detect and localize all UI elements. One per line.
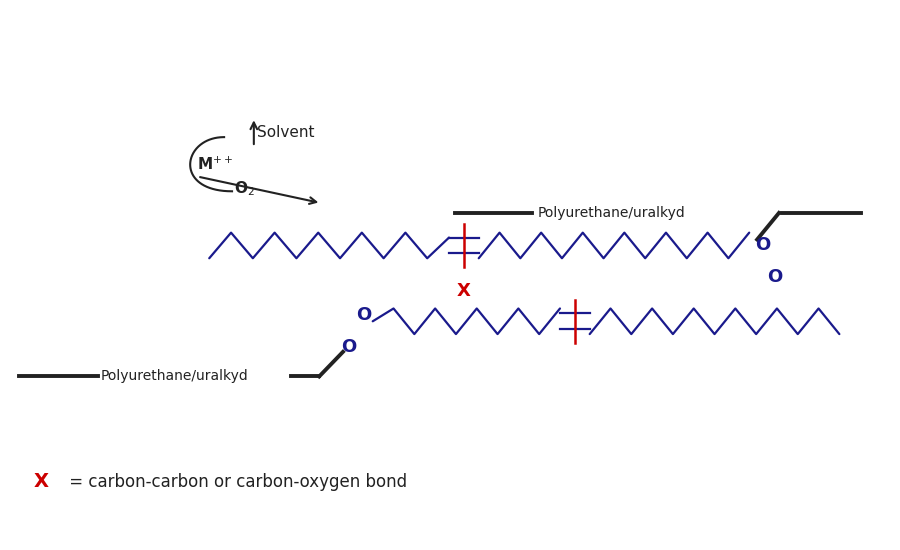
Text: Polyurethane/uralkyd: Polyurethane/uralkyd: [100, 370, 248, 383]
Text: O: O: [755, 236, 770, 255]
Text: O: O: [767, 268, 782, 286]
Text: Solvent: Solvent: [256, 125, 314, 140]
Text: X: X: [457, 282, 471, 300]
Text: O: O: [356, 306, 371, 324]
Text: O: O: [341, 338, 356, 356]
Text: M$^{++}$: M$^{++}$: [197, 156, 233, 173]
Text: X: X: [34, 472, 49, 491]
Text: O$_2$: O$_2$: [234, 179, 255, 197]
Text: = carbon-carbon or carbon-oxygen bond: = carbon-carbon or carbon-oxygen bond: [64, 473, 407, 491]
Text: Polyurethane/uralkyd: Polyurethane/uralkyd: [537, 206, 685, 220]
